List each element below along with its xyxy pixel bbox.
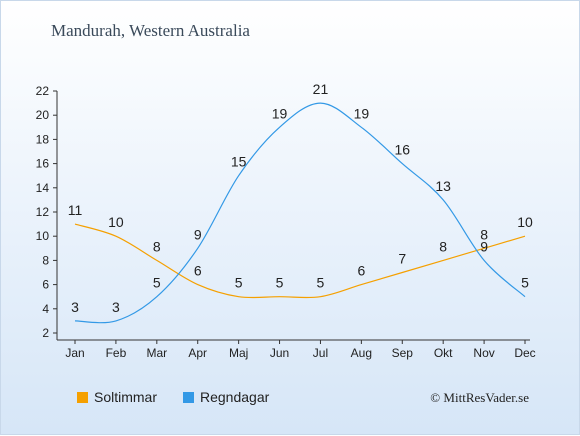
- data-label-regndagar: 9: [194, 226, 202, 242]
- y-tick-label: 2: [42, 326, 49, 340]
- y-tick-label: 16: [36, 157, 50, 171]
- x-tick-label: Apr: [188, 346, 207, 360]
- x-tick-label: Sep: [392, 346, 414, 360]
- data-label-soltimmar: 11: [68, 202, 83, 218]
- series-line-soltimmar: [74, 223, 526, 299]
- data-label-regndagar: 16: [394, 142, 410, 158]
- legend-swatch-regndagar: [183, 391, 194, 403]
- series-line-regndagar: [74, 102, 526, 324]
- y-tick-label: 14: [36, 181, 50, 195]
- chart-title: Mandurah, Western Australia: [51, 21, 250, 40]
- y-tick-label: 10: [36, 229, 50, 243]
- x-tick-label: Feb: [106, 346, 127, 360]
- x-tick-label: Jan: [65, 346, 84, 360]
- data-label-regndagar: 9: [480, 238, 488, 254]
- data-label-regndagar: 21: [313, 81, 329, 97]
- x-tick-label: Aug: [351, 346, 372, 360]
- legend-label-regndagar: Regndagar: [200, 389, 270, 405]
- data-label-regndagar: 5: [153, 275, 161, 291]
- data-label-regndagar: 5: [521, 275, 529, 291]
- y-tick-label: 4: [42, 302, 49, 316]
- x-tick-label: Dec: [514, 346, 535, 360]
- data-label-soltimmar: 10: [108, 214, 124, 230]
- data-label-soltimmar: 5: [235, 275, 243, 291]
- data-label-soltimmar: 6: [194, 263, 202, 279]
- data-label-soltimmar: 5: [276, 275, 284, 291]
- copyright-text: © MittResVader.se: [430, 390, 529, 405]
- legend-swatch-soltimmar: [77, 391, 88, 403]
- x-tick-label: Maj: [229, 346, 248, 360]
- axes: 2 4 6 8 10 12 14 16 18 20 22 Jan Feb Mar Apr Maj Jun Jul A…: [36, 84, 536, 360]
- y-tick-label: 20: [36, 108, 50, 122]
- data-label-soltimmar: 7: [398, 251, 406, 267]
- data-label-soltimmar: 10: [517, 214, 533, 230]
- series-lines: [74, 102, 526, 324]
- data-label-soltimmar: 6: [357, 263, 365, 279]
- data-label-regndagar: 19: [354, 105, 370, 121]
- x-tick-label: Nov: [473, 346, 494, 360]
- data-label-regndagar: 3: [112, 299, 120, 315]
- data-label-soltimmar: 8: [480, 226, 488, 242]
- data-label-regndagar: 13: [435, 178, 451, 194]
- data-label-regndagar: 3: [71, 299, 79, 315]
- y-tick-label: 22: [36, 84, 50, 98]
- data-label-regndagar: 15: [231, 154, 247, 170]
- data-label-soltimmar: 8: [153, 238, 161, 254]
- x-tick-label: Mar: [146, 346, 167, 360]
- legend-item-soltimmar: Soltimmar: [77, 389, 157, 405]
- x-tick-label: Jun: [270, 346, 289, 360]
- data-labels: 11 10 8 6 5 5 5 6 7 8 8 10 3 3 5 9 15 19 21 19 16 13 9 5: [68, 81, 533, 315]
- y-tick-label: 6: [42, 278, 49, 292]
- x-tick-label: Jul: [313, 346, 328, 360]
- y-tick-label: 8: [42, 253, 49, 267]
- data-label-soltimmar: 8: [439, 238, 447, 254]
- y-tick-label: 18: [36, 132, 50, 146]
- x-tick-label: Okt: [434, 346, 453, 360]
- y-tick-label: 12: [36, 205, 50, 219]
- legend-label-soltimmar: Soltimmar: [94, 389, 158, 405]
- data-label-regndagar: 19: [272, 105, 288, 121]
- legend-item-regndagar: Regndagar: [183, 389, 269, 405]
- data-label-soltimmar: 5: [317, 275, 325, 291]
